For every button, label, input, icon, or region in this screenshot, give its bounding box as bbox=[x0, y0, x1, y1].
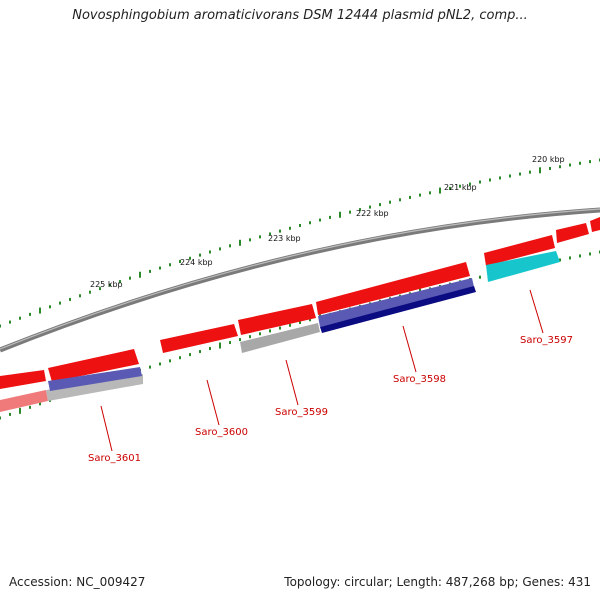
gene-forward[interactable] bbox=[48, 349, 139, 382]
ruler-label: 222 kbp bbox=[356, 209, 389, 218]
gene-label[interactable]: Saro_3599 bbox=[275, 407, 328, 418]
gene-labels: Saro_3597 Saro_3598 Saro_3599 Saro_3600 Saro… bbox=[88, 335, 573, 464]
gene-forward[interactable] bbox=[316, 262, 470, 315]
topology-summary: Topology: circular; Length: 487,268 bp; … bbox=[284, 575, 591, 589]
ruler-label: 223 kbp bbox=[268, 234, 301, 243]
forward-strand-genes bbox=[0, 217, 600, 389]
gene-reverse[interactable] bbox=[486, 251, 560, 282]
gene-label[interactable]: Saro_3597 bbox=[520, 335, 573, 346]
gene-reverse[interactable] bbox=[48, 367, 142, 391]
gene-label[interactable]: Saro_3600 bbox=[195, 427, 248, 438]
leader-line bbox=[206, 379, 220, 426]
map-title: Novosphingobium aromaticivorans DSM 1244… bbox=[72, 8, 528, 23]
outer-tick-ring bbox=[0, 158, 600, 328]
leader-line bbox=[402, 325, 417, 373]
leader-line bbox=[529, 289, 544, 334]
ruler-labels: 220 kbp 221 kbp 222 kbp 223 kbp 224 kbp 225 k… bbox=[90, 155, 565, 289]
leader-line bbox=[285, 359, 299, 406]
gene-reverse[interactable] bbox=[318, 278, 474, 327]
ruler-label: 220 kbp bbox=[532, 155, 565, 164]
gene-forward[interactable] bbox=[160, 324, 238, 353]
gene-label[interactable]: Saro_3598 bbox=[393, 374, 446, 385]
accession-text: Accession: NC_009427 bbox=[9, 575, 146, 589]
gene-reverse[interactable] bbox=[240, 323, 320, 353]
gene-forward[interactable] bbox=[484, 235, 555, 266]
gene-reverse[interactable] bbox=[320, 286, 476, 333]
ruler-label: 224 kbp bbox=[180, 258, 213, 267]
gene-label[interactable]: Saro_3601 bbox=[88, 453, 141, 464]
gene-reverse[interactable] bbox=[46, 374, 143, 401]
gene-forward[interactable] bbox=[0, 370, 46, 389]
gene-reverse[interactable] bbox=[0, 390, 48, 412]
gene-label-leaders bbox=[100, 289, 544, 452]
gene-forward[interactable] bbox=[590, 217, 600, 232]
reverse-strand-genes bbox=[0, 251, 560, 412]
ruler-label: 225 kbp bbox=[90, 280, 123, 289]
ruler-label: 221 kbp bbox=[444, 183, 477, 192]
leader-line bbox=[100, 405, 113, 452]
gene-forward[interactable] bbox=[556, 223, 589, 243]
gene-forward[interactable] bbox=[238, 304, 316, 335]
plasmid-backbone-highlight bbox=[0, 208, 600, 350]
plasmid-backbone bbox=[0, 207, 600, 353]
